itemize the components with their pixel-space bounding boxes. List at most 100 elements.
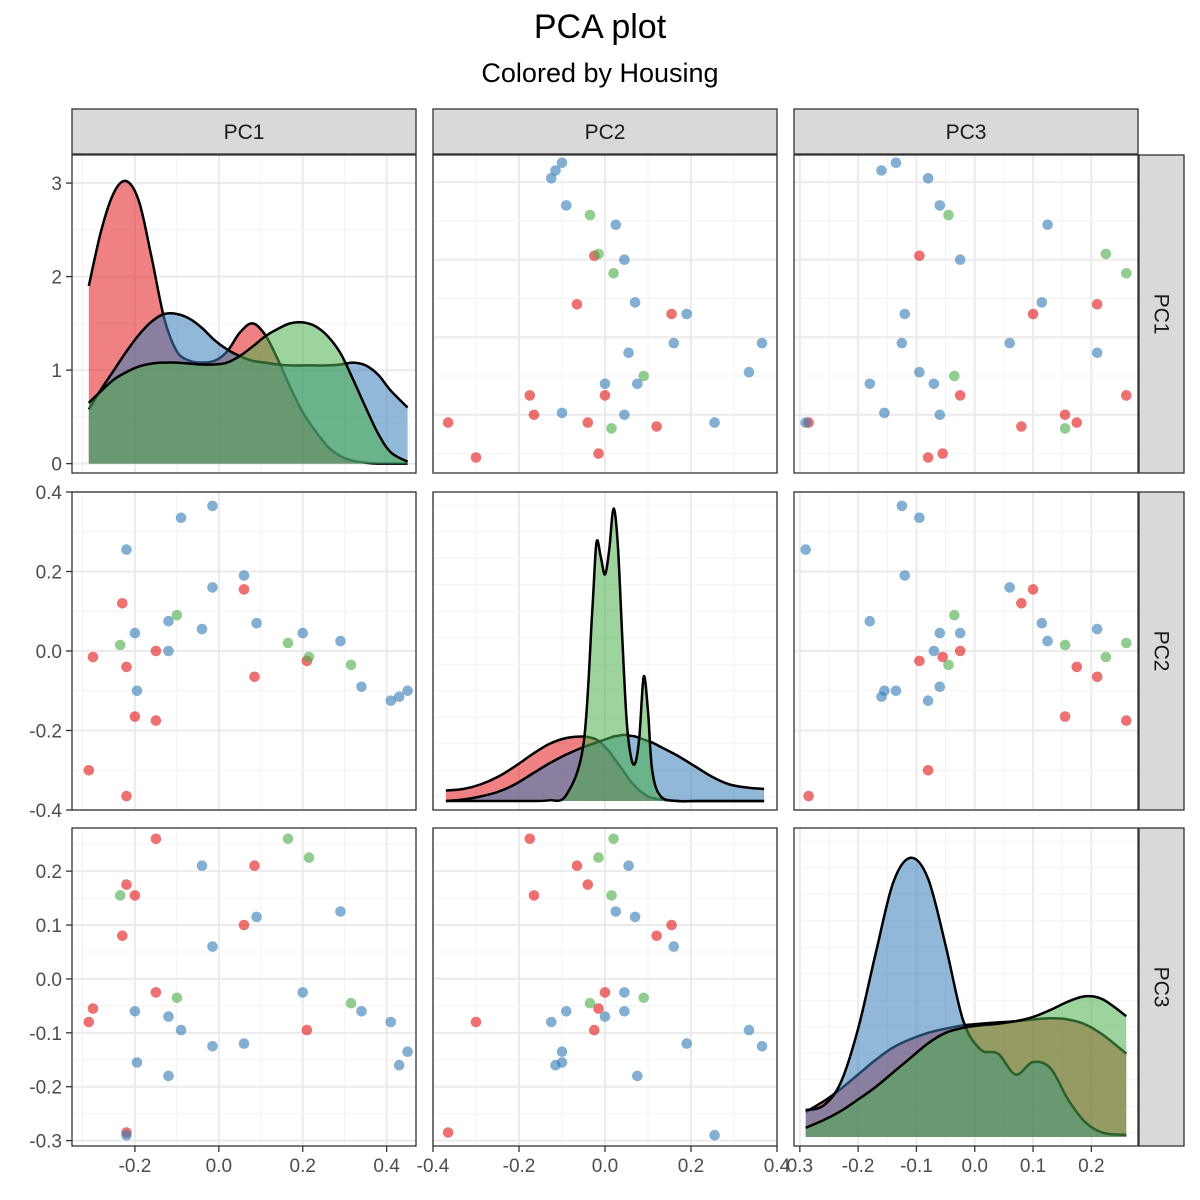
scatter-point (556, 157, 568, 169)
scatter-point (666, 308, 677, 320)
scatter-point (163, 645, 174, 657)
scatter-point (393, 1059, 405, 1071)
scatter-point (1036, 617, 1048, 629)
scatter-point (954, 645, 966, 657)
scatter-point (756, 337, 768, 349)
scatter-point (121, 879, 132, 890)
y-tick-label: 0.2 (36, 563, 62, 584)
scatter-point (954, 390, 966, 401)
x-tick-label: -0.2 (503, 1156, 536, 1177)
scatter-point (442, 417, 454, 428)
scatter-point (899, 570, 911, 581)
scatter-point (922, 452, 934, 463)
panel-pc1-pc3-border (793, 154, 1139, 474)
scatter-point (1100, 651, 1112, 663)
panel-pc1-pc1-border (71, 154, 417, 474)
x-tick-label: 0.3 (787, 1156, 813, 1177)
y-tick-label: 0.2 (36, 862, 62, 883)
scatter-point (297, 627, 309, 639)
scatter-point (171, 609, 183, 621)
scatter-point (593, 248, 604, 260)
scatter-point (114, 890, 126, 901)
x-tick-label: 0.0 (962, 1156, 988, 1177)
scatter-point (610, 906, 622, 917)
scatter-point (934, 627, 946, 639)
density-line-3 (87, 320, 409, 463)
scatter-point (297, 987, 309, 998)
y-tick-label: -0.2 (29, 722, 62, 743)
scatter-point (1059, 711, 1071, 722)
scatter-point (524, 833, 536, 845)
strip-right-pc1 (1138, 154, 1185, 474)
scatter-point (150, 833, 162, 845)
scatter-point (335, 635, 346, 647)
scatter-point (943, 659, 954, 671)
scatter-point (709, 417, 720, 428)
scatter-point (175, 512, 187, 524)
scatter-point (550, 1059, 561, 1071)
scatter-point (599, 1011, 611, 1022)
scatter-point (864, 615, 876, 627)
scatter-point (800, 417, 811, 428)
scatter-point (546, 1016, 557, 1028)
scatter-point (163, 615, 174, 627)
scatter-point (303, 852, 315, 863)
panel-pc3-pc1-bg (72, 828, 416, 1146)
scatter-point (171, 992, 183, 1004)
y-tick-label: 1 (51, 361, 62, 382)
scatter-point (1027, 584, 1039, 595)
scatter-point (619, 1006, 630, 1017)
panel-pc3-pc3-densities (805, 856, 1128, 1137)
scatter-point (546, 173, 557, 184)
scatter-point (442, 1127, 454, 1138)
x-tick-label: 0.2 (1078, 1156, 1104, 1177)
scatter-point (129, 711, 141, 722)
scatter-point (922, 695, 934, 706)
x-tick-label: 0.0 (592, 1156, 618, 1177)
scatter-point (561, 200, 572, 211)
scatter-point (393, 691, 405, 702)
scatter-point (1121, 715, 1132, 726)
scatter-point (608, 268, 619, 279)
scatter-point (593, 448, 604, 459)
y-tick-label: 0.0 (36, 970, 62, 991)
y-tick-label: -0.3 (29, 1132, 62, 1153)
scatter-point (83, 1016, 95, 1028)
scatter-point (150, 715, 162, 726)
scatter-point (632, 1070, 643, 1082)
scatter-point (238, 584, 250, 595)
scatter-point (934, 409, 946, 421)
y-tick-label: 0.1 (36, 916, 62, 937)
scatter-point (593, 1003, 604, 1014)
scatter-point (121, 790, 132, 802)
scatter-point (743, 1024, 755, 1036)
scatter-point (117, 598, 128, 609)
scatter-point (608, 833, 619, 845)
scatter-point (1121, 268, 1132, 279)
scatter-point (803, 790, 814, 802)
scatter-point (899, 308, 911, 320)
scatter-point (943, 209, 954, 221)
scatter-point (129, 627, 141, 639)
scatter-point (249, 671, 260, 683)
scatter-point (282, 637, 294, 649)
scatter-point (1071, 417, 1083, 428)
scatter-point (1121, 637, 1132, 649)
y-tick-label: 2 (51, 268, 62, 289)
scatter-point (668, 337, 680, 349)
scatter-point (638, 992, 649, 1004)
density-area-3 (805, 996, 1127, 1137)
scatter-point (756, 1041, 768, 1052)
scatter-point (800, 544, 811, 555)
scatter-point (345, 659, 357, 671)
scatter-point (251, 617, 262, 629)
scatter-point (249, 860, 260, 871)
scatter-point (163, 1011, 174, 1022)
scatter-point (385, 695, 397, 706)
panel-pc3-pc1-border (71, 827, 417, 1147)
x-tick-label: -0.4 (417, 1156, 450, 1177)
scatter-point (556, 407, 568, 419)
scatter-point (238, 919, 250, 931)
scatter-point (666, 919, 677, 931)
panel-pc1-pc3-bg (794, 155, 1138, 473)
